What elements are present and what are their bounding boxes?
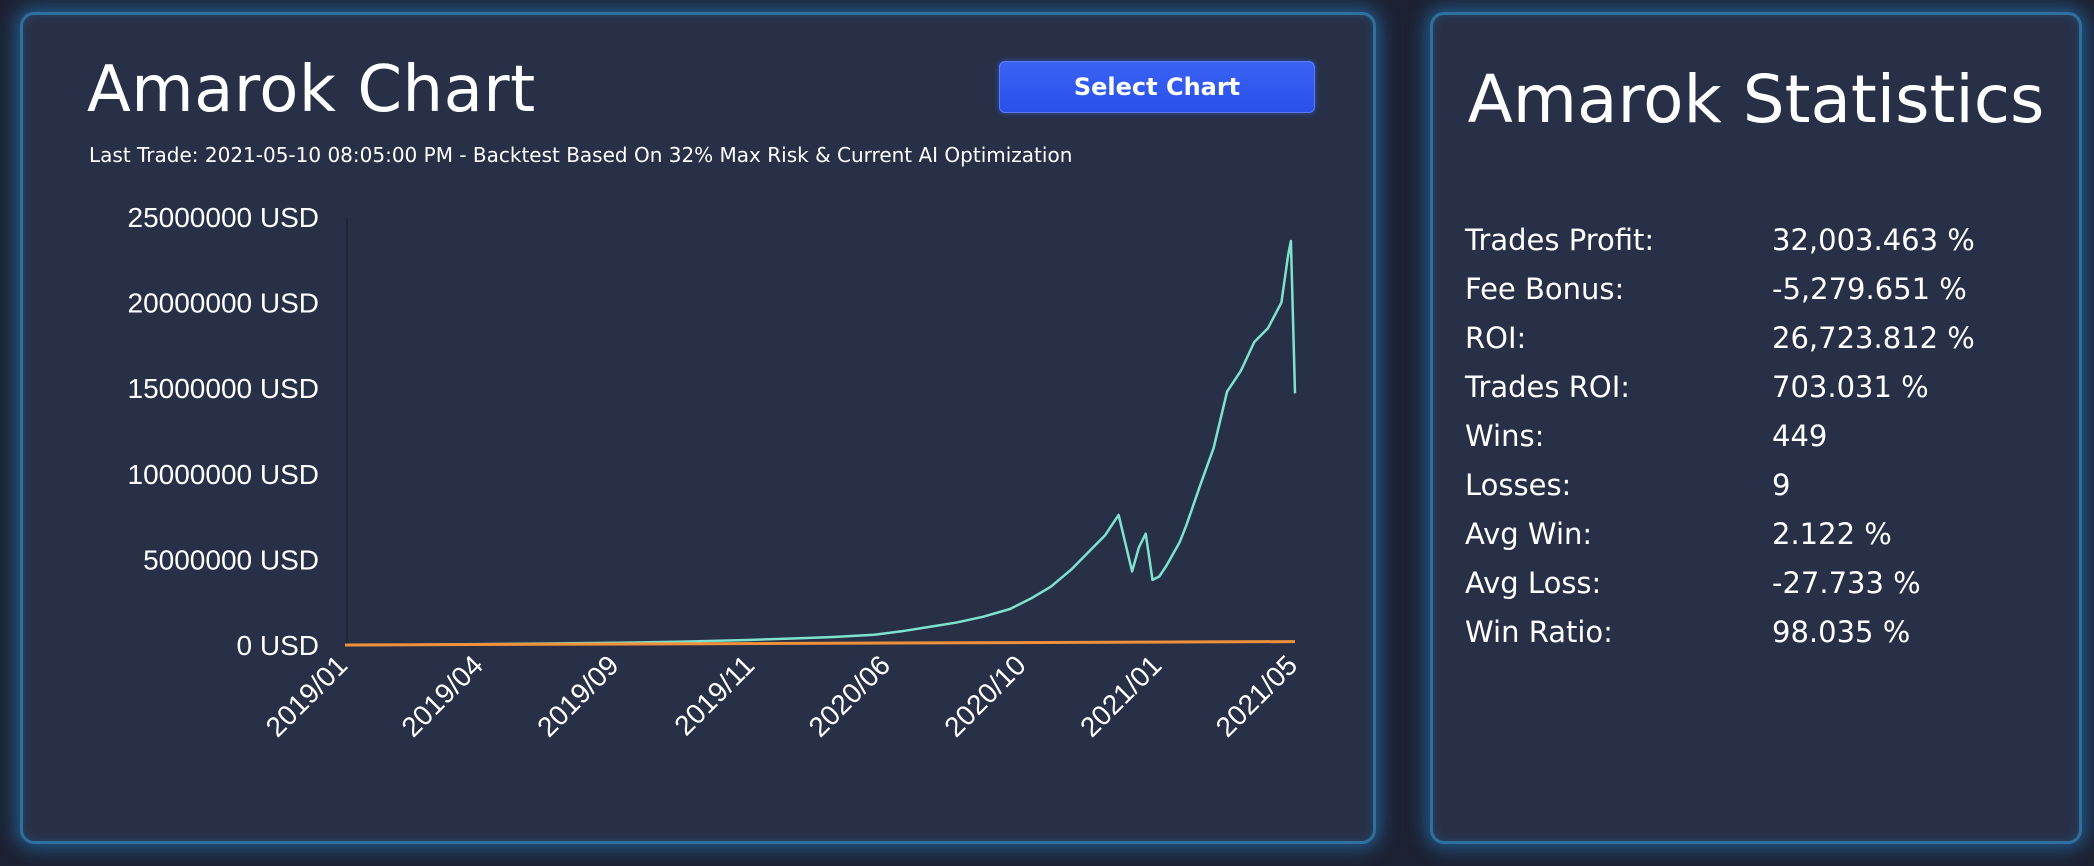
stat-row-trades-roi: Trades ROI: 703.031 % <box>1465 362 1975 411</box>
x-tick-label: 2021/05 <box>1210 649 1303 742</box>
stat-label: Fee Bonus: <box>1465 271 1625 306</box>
stat-value: 2.122 % <box>1772 516 1892 551</box>
stat-label: ROI: <box>1465 320 1527 355</box>
select-chart-button[interactable]: Select Chart <box>999 61 1315 113</box>
chart-panel: Amarok Chart Last Trade: 2021-05-10 08:0… <box>20 12 1376 844</box>
x-tick-label: 2019/11 <box>668 649 760 741</box>
equity-line-chart: 0 USD 5000000 USD 10000000 USD 15000000 USD… <box>128 202 1304 743</box>
stats-title: Amarok Statistics <box>1467 61 2045 138</box>
stats-list: Trades Profit: 32,003.463 % Fee Bonus: -… <box>1465 215 1975 656</box>
y-tick-label: 5000000 USD <box>143 544 319 575</box>
x-tick-label: 2019/01 <box>260 649 353 742</box>
stat-value: 98.035 % <box>1772 614 1911 649</box>
y-tick-label: 10000000 USD <box>128 459 319 490</box>
stat-row-roi: ROI: 26,723.812 % <box>1465 313 1975 362</box>
stat-label: Avg Loss: <box>1465 565 1602 600</box>
stat-value: -5,279.651 % <box>1772 271 1967 306</box>
stat-value: 26,723.812 % <box>1772 320 1975 355</box>
stat-row-win-ratio: Win Ratio: 98.035 % <box>1465 607 1975 656</box>
stat-label: Avg Win: <box>1465 516 1593 551</box>
stat-row-losses: Losses: 9 <box>1465 460 1975 509</box>
series-line-1 <box>344 640 1296 647</box>
stat-label: Trades ROI: <box>1465 369 1631 404</box>
stat-value: 32,003.463 % <box>1772 222 1975 257</box>
stat-row-fee-bonus: Fee Bonus: -5,279.651 % <box>1465 264 1975 313</box>
series-line-0 <box>344 239 1297 647</box>
stat-value: 9 <box>1772 467 1791 502</box>
stat-value: 703.031 % <box>1772 369 1929 404</box>
stat-row-avg-win: Avg Win: 2.122 % <box>1465 509 1975 558</box>
x-tick-label: 2020/10 <box>938 649 1031 742</box>
stat-row-trades-profit: Trades Profit: 32,003.463 % <box>1465 215 1975 264</box>
stat-row-wins: Wins: 449 <box>1465 411 1975 460</box>
stat-value: -27.733 % <box>1772 565 1921 600</box>
x-tick-label: 2020/06 <box>803 649 896 742</box>
stats-panel: Amarok Statistics Trades Profit: 32,003.… <box>1430 12 2082 844</box>
y-tick-label: 20000000 USD <box>128 288 319 319</box>
x-tick-label: 2019/04 <box>395 649 488 742</box>
y-tick-label: 25000000 USD <box>128 202 319 233</box>
stat-label: Losses: <box>1465 467 1572 502</box>
stat-row-avg-loss: Avg Loss: -27.733 % <box>1465 558 1975 607</box>
stat-label: Trades Profit: <box>1465 222 1655 257</box>
stat-label: Wins: <box>1465 418 1545 453</box>
chart-title: Amarok Chart <box>87 53 536 127</box>
y-tick-label: 0 USD <box>237 630 319 661</box>
y-tick-label: 15000000 USD <box>128 373 319 404</box>
stat-label: Win Ratio: <box>1465 614 1613 649</box>
x-tick-label: 2021/01 <box>1074 649 1167 742</box>
stat-value: 449 <box>1772 418 1828 453</box>
x-tick-label: 2019/09 <box>531 649 624 742</box>
chart-subtitle: Last Trade: 2021-05-10 08:05:00 PM - Bac… <box>89 143 1073 167</box>
